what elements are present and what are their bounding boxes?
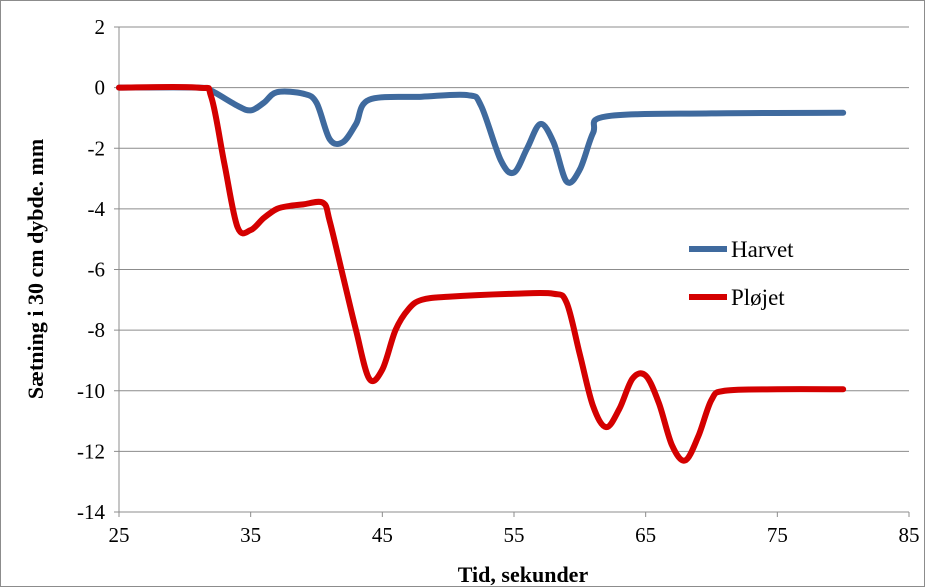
y-axis-title: Sætning i 30 cm dybde. mm <box>23 139 48 399</box>
y-tick-label: -12 <box>77 439 105 463</box>
legend-label: Harvet <box>731 237 794 262</box>
series-line-harvet <box>116 84 847 186</box>
axes <box>114 26 910 517</box>
x-tick-label: 25 <box>109 523 130 547</box>
x-tick-label: 55 <box>504 523 525 547</box>
y-tick-label: -10 <box>77 379 105 403</box>
x-tick-label: 35 <box>240 523 261 547</box>
x-tick-label: 45 <box>372 523 393 547</box>
legend-label: Pløjet <box>731 285 785 310</box>
series-line-plojet <box>116 83 847 464</box>
y-tick-label: -2 <box>88 136 106 160</box>
x-tick-label: 85 <box>899 523 920 547</box>
y-tick-label: 2 <box>95 15 106 39</box>
y-tick-label: -4 <box>88 197 106 221</box>
y-tick-label: -14 <box>77 500 105 524</box>
y-tick-label: -8 <box>88 318 106 342</box>
x-tick-label: 65 <box>635 523 656 547</box>
x-tick-label: 75 <box>767 523 788 547</box>
y-tick-label: -6 <box>88 258 106 282</box>
y-tick-label: 0 <box>95 76 106 100</box>
x-axis-title: Tid, sekunder <box>458 562 589 586</box>
series-lines <box>116 83 847 464</box>
legend: Harvet Pløjet <box>689 237 794 310</box>
gridlines <box>119 26 909 452</box>
